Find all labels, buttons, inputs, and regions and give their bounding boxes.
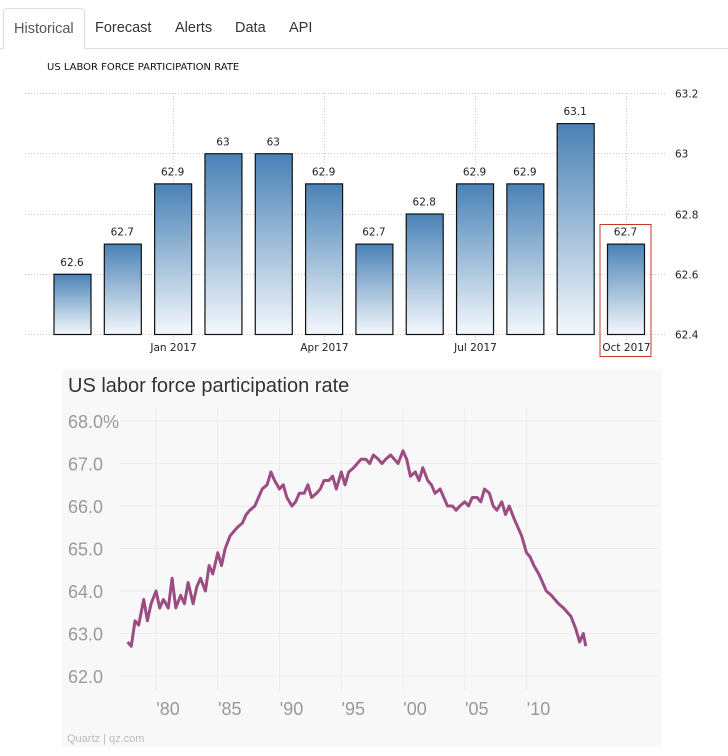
bar [355,243,394,336]
bar [103,243,142,336]
bar-y-tick-label: 62.4 [675,330,699,342]
bar-chart: 62.6 62.7 62.9 63 63 62.9 62.7 62.8 62.9 62.9 63.1… [25,89,699,357]
line-y-tick-label: 63.0 [68,625,103,645]
bar-value-label: 63.1 [563,106,586,118]
bar-chart-title: US LABOR FORCE PARTICIPATION RATE [47,62,240,73]
bar [154,183,193,336]
bar-value-label: 62.7 [614,227,637,239]
tab-bar: Historical Forecast Alerts Data API [0,0,728,50]
bar [254,153,293,336]
bar [304,183,344,336]
bar-value-label: 62.6 [60,257,84,269]
line-chart-panel [62,369,662,747]
bar [556,123,595,336]
tab-alerts[interactable]: Alerts [175,20,213,36]
bar-value-label: 62.9 [161,166,184,178]
bar [405,213,444,336]
source-credit: Quartz | qz.com [67,733,145,745]
line-y-tick-label: 66.0 [68,497,103,517]
bar-value-label: 63 [216,136,229,148]
tab-historical[interactable]: Historical [3,8,85,50]
tab-forecast[interactable]: Forecast [95,20,152,36]
bar-value-label: 62.7 [362,227,385,239]
tab-api[interactable]: API [289,20,313,36]
line-x-tick-label: '10 [527,699,550,719]
line-x-tick-label: '80 [156,699,179,719]
bar-value-label: 62.7 [111,227,134,239]
line-x-tick-label: '85 [218,699,241,719]
line-y-tick-label: 68.0% [68,412,119,432]
bar-value-label: 62.9 [312,166,335,178]
line-y-tick-label: 67.0 [68,455,103,475]
bar [455,183,495,336]
bar [506,183,545,336]
line-x-tick-label: '90 [280,699,303,719]
bar-x-tick-label: Jan 2017 [149,342,196,354]
line-y-tick-label: 62.0 [68,667,103,687]
bar-value-label: 62.8 [413,197,436,209]
bar [606,243,646,336]
tab-data[interactable]: Data [235,20,266,36]
bar-x-tick-label: Oct 2017 [602,342,650,354]
highlight-box [599,224,652,357]
bar-x-tick-label: Jul 2017 [453,342,497,354]
line-series-path [126,449,588,648]
bar-y-tick-label: 62.6 [675,270,699,282]
line-x-tick-label: '95 [342,699,365,719]
bar-y-tick-label: 63 [675,149,688,161]
line-x-tick-label: '05 [465,699,488,719]
bar-value-label: 63 [267,136,280,148]
bar-y-tick-label: 62.8 [675,210,698,222]
bar [53,273,92,336]
line-y-tick-label: 64.0 [68,582,103,602]
line-y-tick-label: 65.0 [68,540,103,560]
bar-x-tick-label: Apr 2017 [300,342,348,354]
line-x-tick-label: '00 [403,699,426,719]
bar-y-tick-label: 63.2 [675,89,698,101]
bar-value-label: 62.9 [463,166,486,178]
bar [204,153,243,336]
bar-value-label: 62.9 [513,166,536,178]
line-chart-title: US labor force participation rate [68,375,350,397]
